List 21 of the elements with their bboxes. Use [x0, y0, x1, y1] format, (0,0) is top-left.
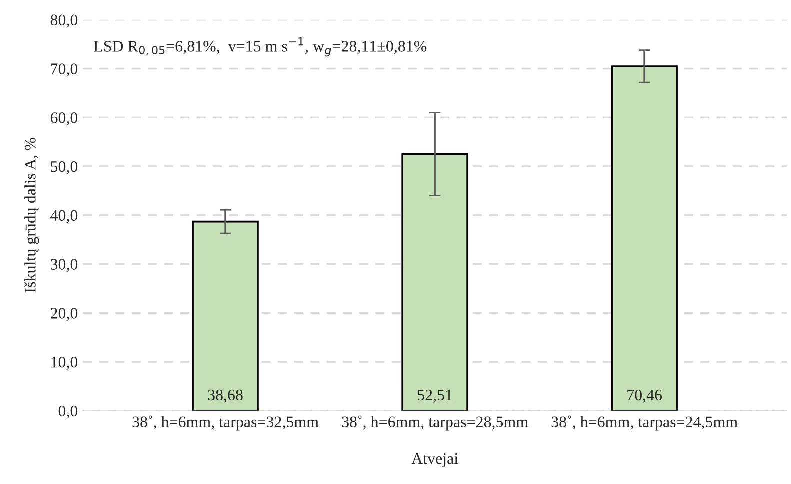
y-tick-label: 30,0: [51, 259, 78, 272]
y-tick-label: 20,0: [50, 308, 78, 322]
y-axis-title: Iškultų grūdų dalis A, %: [24, 138, 40, 293]
data-label: 38,68: [208, 390, 243, 403]
x-tick-label: 38˚, h=6mm, tarpas=28,5mm: [342, 416, 528, 431]
y-tick-label: 0,0: [58, 406, 78, 419]
bar: [611, 66, 678, 411]
bar: [192, 220, 259, 411]
x-axis-title: Atvejai: [412, 453, 458, 468]
data-label: 52,51: [418, 390, 452, 403]
annotation: LSD R$_{0,05}$=6,81%, v=15 m s$^{−1}$, w$_{g}$=28,11±0,81%: [94, 37, 427, 57]
y-tick-label: 10,0: [52, 356, 78, 370]
bar: [402, 153, 468, 411]
y-tick-label: 70,0: [51, 64, 78, 77]
y-tick-label: 40,0: [50, 210, 78, 224]
y-tick-label: 80,0: [50, 14, 78, 28]
y-tick-label: 60,0: [50, 112, 78, 126]
data-label: 70,46: [628, 390, 662, 403]
x-tick-label: 38˚, h=6mm, tarpas=32,5mm: [132, 416, 319, 431]
x-tick-label: 38˚, h=6mm, tarpas=24,5mm: [552, 416, 738, 431]
y-tick-label: 50,0: [51, 161, 78, 174]
